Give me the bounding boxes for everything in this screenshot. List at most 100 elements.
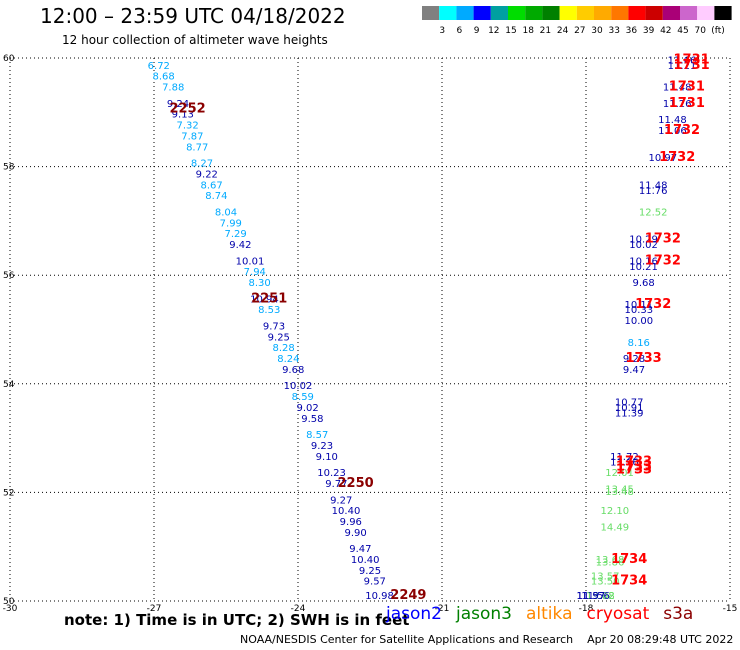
pass-time-label: 1732 (664, 123, 700, 138)
scale-label: 24 (557, 26, 569, 36)
pass-time-label: 2252 (170, 101, 206, 116)
scale-swatch (628, 6, 646, 20)
scale-label: 6 (457, 26, 463, 36)
swh-label: 10.21 (629, 262, 658, 273)
pass-time-label: 1731 (669, 96, 705, 111)
pass-time-label: 1731 (674, 58, 710, 73)
swh-label: 10.16 (629, 256, 658, 267)
swh-label: 10.00 (624, 316, 653, 327)
scale-label: 15 (505, 26, 516, 36)
swh-label: 12.01 (605, 468, 634, 479)
swh-label: 9.90 (344, 528, 366, 539)
swh-label: 13.92 (586, 591, 615, 602)
swh-label: 6.72 (148, 61, 170, 72)
swh-label: 13.68 (596, 555, 625, 566)
pass-time-label: 1731 (674, 52, 710, 67)
swh-label: 10.02 (284, 381, 313, 392)
swh-label: 13.08 (586, 591, 615, 602)
swh-label: 9.73 (263, 322, 285, 333)
scale-label: 33 (608, 26, 619, 36)
legend-jason2: jason2 (386, 604, 442, 624)
y-tick-label: 52 (3, 488, 14, 498)
swh-label: 11.21 (668, 61, 697, 72)
swh-label: 9.13 (172, 110, 194, 121)
scale-swatch (645, 6, 663, 20)
footer-note: note: 1) Time is in UTC; 2) SWH is in fe… (64, 611, 410, 629)
swh-label: 11.57 (576, 591, 605, 602)
scale-swatch (422, 6, 440, 20)
scale-swatch (714, 6, 732, 20)
y-tick-label: 58 (3, 163, 15, 173)
swh-label: 10.23 (317, 468, 346, 479)
pass-time-label: 1732 (635, 297, 671, 312)
pass-time-label: 2249 (390, 588, 426, 603)
pass-time-label: 1732 (645, 232, 681, 247)
scale-label: 36 (626, 26, 638, 36)
swh-label: 9.68 (632, 278, 654, 289)
x-tick-label: -21 (435, 604, 450, 614)
swh-label: 10.77 (615, 398, 644, 409)
footer-credit: NOAA/NESDIS Center for Satellite Applica… (240, 633, 734, 646)
chart-subtitle: 12 hour collection of altimeter wave hei… (62, 33, 328, 47)
legend-cryosat: cryosat (586, 604, 650, 624)
scale-label: 27 (574, 26, 585, 36)
swh-label: 7.29 (224, 229, 246, 240)
swh-label: 10.02 (629, 240, 658, 251)
swh-label: 7.88 (162, 83, 184, 94)
scale-swatch (542, 6, 560, 20)
scale-swatch (576, 6, 594, 20)
y-tick-label: 56 (3, 271, 15, 281)
swh-label: 9.58 (301, 414, 323, 425)
swh-label: 8.24 (277, 354, 299, 365)
swh-label: 9.68 (282, 365, 304, 376)
scale-label: 39 (643, 26, 655, 36)
swh-label: 9.25 (268, 332, 290, 343)
swh-label: 10.40 (332, 506, 361, 517)
swh-label: 13.86 (596, 558, 625, 569)
swh-label: 14.49 (600, 522, 629, 533)
chart-title: 12:00 – 23:59 UTC 04/18/2022 (40, 4, 346, 28)
swh-label: 7.94 (244, 267, 266, 278)
pass-time-label: 1731 (669, 80, 705, 95)
swh-label: 10.29 (629, 235, 658, 246)
swh-label: 9.23 (311, 441, 333, 452)
swh-label: 8.27 (191, 159, 213, 170)
scale-label: 21 (540, 26, 551, 36)
scale-label: 12 (488, 26, 499, 36)
swh-label: 9.47 (623, 365, 645, 376)
swh-label: 13.48 (605, 487, 634, 498)
swh-label: 11.72 (610, 452, 639, 463)
swh-label: 9.47 (349, 544, 371, 555)
scale-label: 18 (522, 26, 534, 36)
pass-time-label: 1733 (616, 460, 652, 475)
swh-label: 13.50 (591, 577, 620, 588)
legend-s3a: s3a (663, 604, 694, 624)
scale-swatch (611, 6, 629, 20)
swh-label: 9.24 (167, 99, 189, 110)
swh-label: 8.04 (215, 207, 237, 218)
swh-label: 10.97 (648, 153, 677, 164)
scale-swatch (439, 6, 457, 20)
scale-swatch (490, 6, 508, 20)
x-tick-label: -24 (291, 604, 306, 614)
scale-label: 70 (694, 26, 706, 36)
swh-label: 11.39 (615, 408, 644, 419)
swh-label: 8.30 (248, 278, 270, 289)
swh-label: 9.25 (359, 566, 381, 577)
swh-label: 12.10 (600, 506, 629, 517)
swh-label: 9.57 (364, 577, 386, 588)
scale-unit: (ft) (711, 26, 725, 36)
swh-label: 8.67 (200, 180, 222, 191)
y-tick-label: 60 (3, 54, 15, 64)
scale-label: 45 (677, 26, 688, 36)
swh-label: 13.45 (605, 484, 634, 495)
scale-swatch (473, 6, 491, 20)
swh-label: 8.28 (272, 343, 294, 354)
pass-time-label: 1732 (645, 253, 681, 268)
swh-label: 9.77 (325, 479, 347, 490)
x-tick-label: -30 (3, 604, 18, 614)
scale-swatch (594, 6, 612, 20)
y-tick-label: 50 (3, 597, 15, 607)
pass-time-label: 1734 (611, 574, 647, 589)
